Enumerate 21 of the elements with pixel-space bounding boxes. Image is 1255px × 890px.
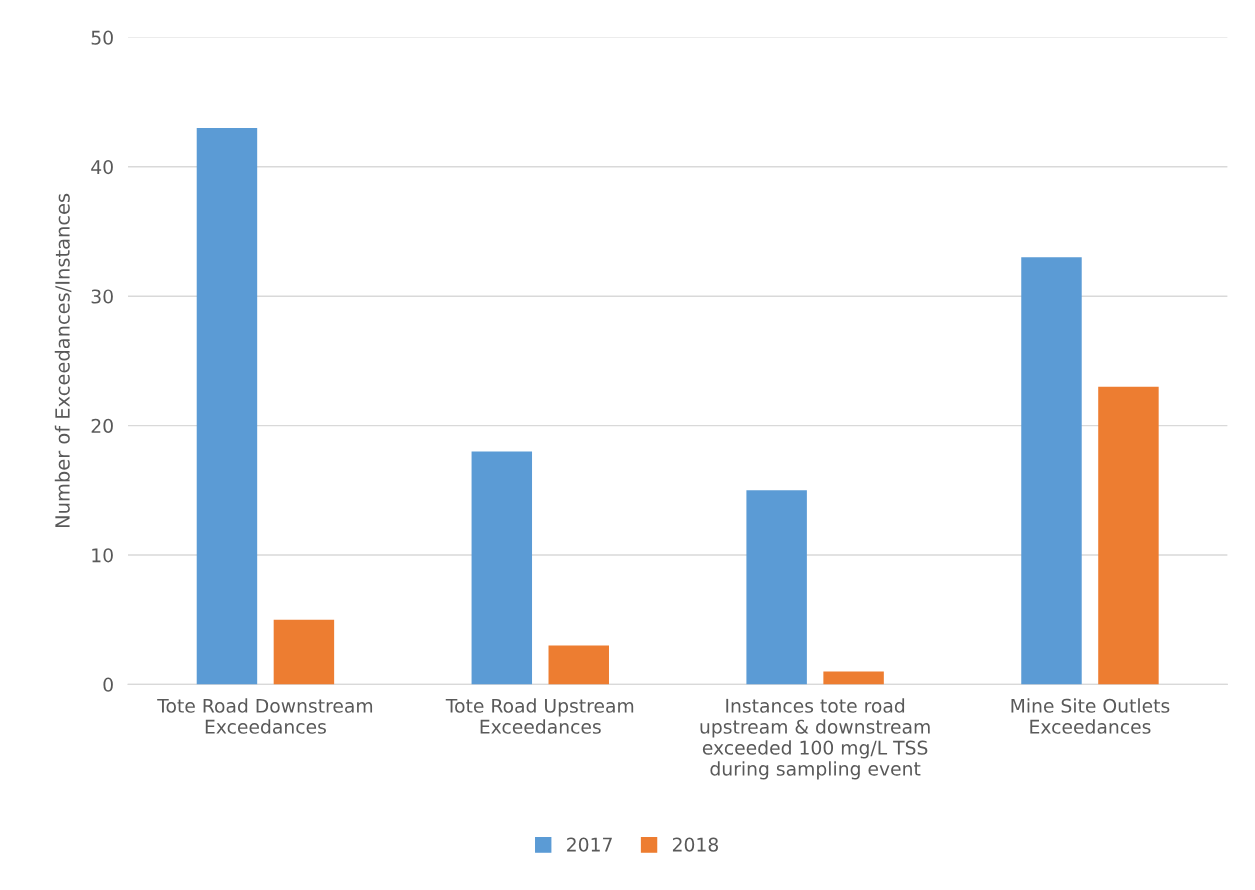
legend-label: 2017 bbox=[567, 837, 612, 852]
y-tick-label: 30 bbox=[91, 289, 113, 304]
bar bbox=[471, 451, 533, 685]
bar bbox=[823, 671, 884, 685]
bar bbox=[1098, 386, 1159, 685]
bar bbox=[1021, 257, 1082, 685]
bar bbox=[746, 490, 807, 685]
y-tick-label: 50 bbox=[91, 30, 113, 45]
y-tick-label: 10 bbox=[92, 548, 113, 563]
x-tick-label: Instances tote road upstream & downstream exceeded 100 mg/L TSS during sampling event bbox=[700, 698, 930, 780]
x-tick-label: Tote Road Downstream Exceedances bbox=[157, 698, 373, 734]
legend-label: 2018 bbox=[672, 837, 718, 852]
bar bbox=[196, 127, 258, 685]
y-tick-label: 0 bbox=[103, 677, 113, 692]
y-axis-title: Number of Exceedances/Instances bbox=[54, 193, 72, 528]
y-tick-label: 40 bbox=[91, 159, 113, 175]
bar bbox=[273, 619, 335, 685]
x-tick-label: Tote Road Upstream Exceedances bbox=[445, 698, 634, 734]
bar bbox=[548, 645, 609, 685]
x-tick-label: Mine Site Outlets Exceedances bbox=[1011, 698, 1170, 734]
y-tick-label: 20 bbox=[91, 418, 113, 433]
